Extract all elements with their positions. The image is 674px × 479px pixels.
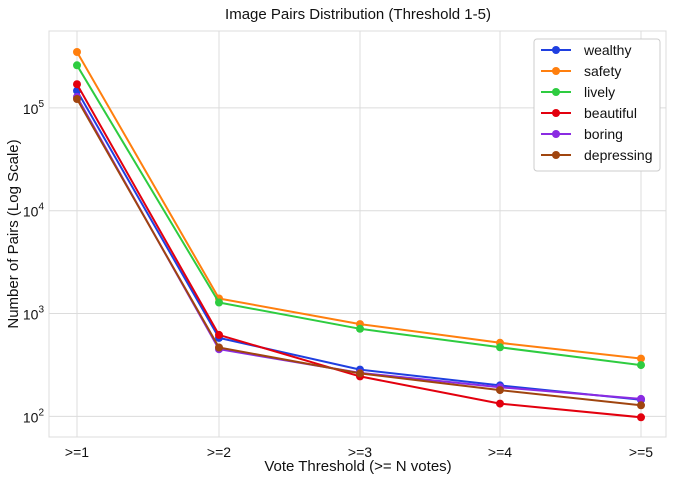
- y-tick-label: 102: [23, 407, 45, 425]
- y-tick-label: 103: [23, 305, 45, 323]
- legend-label: wealthy: [583, 42, 631, 58]
- legend: wealthy safety lively beautiful boring depres…: [533, 38, 661, 172]
- legend-label: depressing: [584, 147, 653, 163]
- legend-item-beautiful: beautiful: [541, 105, 637, 121]
- data-point: [215, 298, 223, 307]
- data-point: [496, 343, 504, 352]
- legend-item-boring: boring: [541, 126, 623, 142]
- legend-item-depressing: depressing: [541, 147, 653, 163]
- data-point: [637, 394, 645, 403]
- x-tick-label: >=4: [488, 444, 512, 460]
- legend-marker: [552, 151, 560, 159]
- data-point: [356, 324, 364, 333]
- data-point: [73, 48, 81, 56]
- series-lines: [73, 48, 645, 422]
- data-point: [73, 95, 81, 103]
- series-depressing: [73, 95, 645, 410]
- legend-marker: [552, 67, 560, 75]
- data-point: [73, 80, 81, 89]
- legend-item-lively: lively: [541, 84, 615, 100]
- data-point: [73, 61, 81, 70]
- y-tick-labels: 102 103 104 105: [23, 99, 45, 425]
- legend-label: lively: [584, 84, 615, 100]
- data-point: [637, 361, 645, 370]
- data-point: [215, 343, 223, 352]
- legend-label: beautiful: [584, 105, 637, 121]
- series-safety: [73, 48, 645, 363]
- data-point: [496, 399, 504, 408]
- x-tick-label: >=1: [65, 444, 89, 460]
- data-point: [215, 330, 223, 339]
- legend-label: boring: [584, 126, 623, 142]
- y-tick-label: 104: [23, 202, 45, 220]
- data-point: [637, 401, 645, 410]
- x-tick-label: >=2: [207, 444, 231, 460]
- legend-item-wealthy: wealthy: [541, 42, 631, 58]
- series-lively: [73, 61, 645, 370]
- data-point: [356, 369, 364, 378]
- x-tick-labels: >=1 >=2 >=3 >=4 >=5: [65, 444, 653, 460]
- x-tick-label: >=3: [348, 444, 372, 460]
- legend-item-safety: safety: [541, 63, 621, 79]
- x-tick-label: >=5: [629, 444, 653, 460]
- data-point: [637, 413, 645, 422]
- legend-marker: [552, 109, 560, 117]
- y-tick-label: 105: [23, 99, 45, 117]
- chart-title: Image Pairs Distribution (Threshold 1-5): [225, 6, 491, 23]
- y-axis-label: Number of Pairs (Log Scale): [5, 139, 22, 328]
- legend-marker: [552, 88, 560, 96]
- data-point: [637, 354, 645, 363]
- data-point: [496, 386, 504, 395]
- legend-marker: [552, 46, 560, 54]
- plot-frame: [48, 30, 667, 438]
- x-axis-label: Vote Threshold (>= N votes): [264, 458, 451, 475]
- legend-marker: [552, 130, 560, 138]
- legend-label: safety: [584, 63, 621, 79]
